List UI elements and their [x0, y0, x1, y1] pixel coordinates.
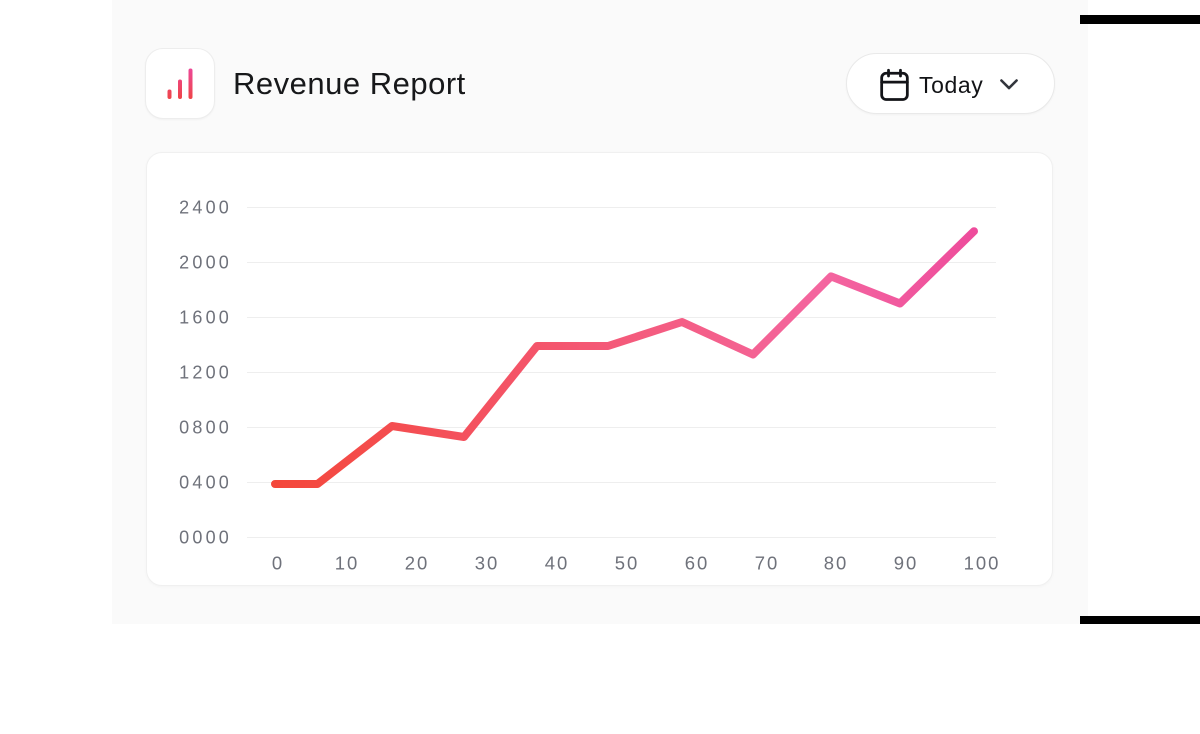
svg-text:40: 40	[545, 553, 570, 574]
svg-text:20: 20	[405, 553, 430, 574]
svg-text:80: 80	[824, 553, 849, 574]
svg-text:2000: 2000	[179, 253, 232, 273]
svg-text:60: 60	[685, 553, 710, 574]
svg-text:90: 90	[894, 553, 919, 574]
svg-text:100: 100	[964, 553, 1001, 574]
svg-text:0800: 0800	[179, 418, 232, 438]
svg-text:1600: 1600	[179, 308, 232, 328]
svg-text:0000: 0000	[179, 528, 232, 548]
svg-text:50: 50	[615, 553, 640, 574]
svg-text:2400: 2400	[179, 198, 232, 218]
svg-text:30: 30	[475, 553, 500, 574]
svg-text:1200: 1200	[179, 363, 232, 383]
svg-text:70: 70	[755, 553, 780, 574]
svg-text:0400: 0400	[179, 473, 232, 493]
svg-text:0: 0	[272, 553, 284, 574]
svg-text:10: 10	[335, 553, 360, 574]
